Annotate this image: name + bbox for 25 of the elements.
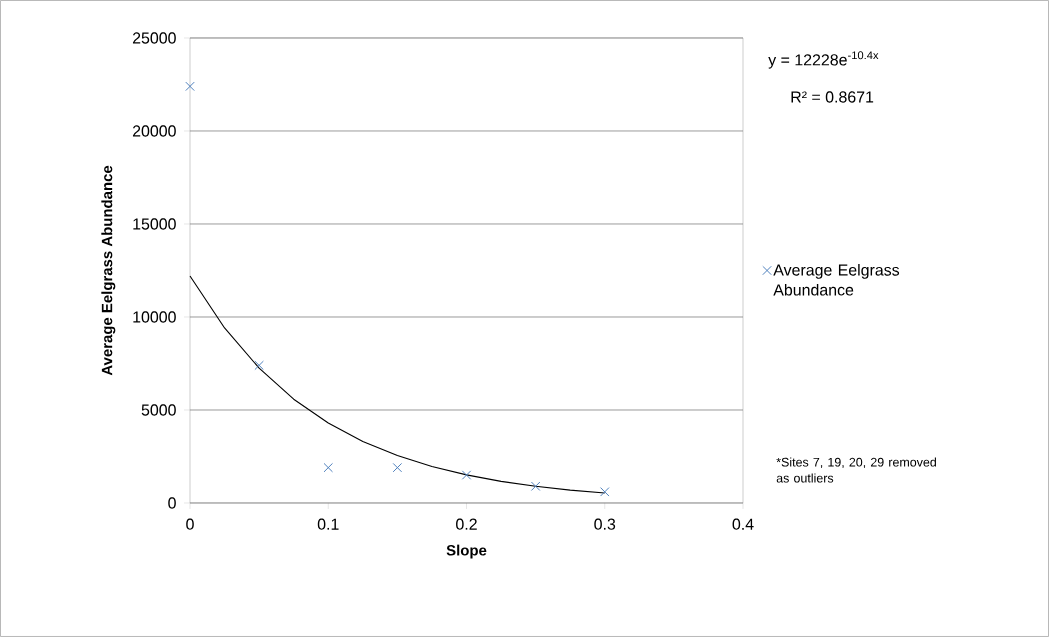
point (600, 487, 610, 497)
y-tick-label: 25000 (132, 32, 176, 44)
y-tick-label: 5000 (141, 404, 176, 416)
x-axis-title: Slope (446, 544, 487, 559)
y-tick-label: 20000 (132, 125, 176, 137)
y-axis-title: Average Eelgrass Abundance (101, 165, 116, 376)
x-tick-label: 0.2 (456, 518, 477, 530)
point (461, 470, 472, 480)
legend-label: Average Eelgrass Abundance (773, 263, 900, 296)
y-tick-label: 10000 (133, 311, 176, 323)
x-tick-label: 0.3 (594, 518, 616, 530)
point (185, 81, 195, 92)
text: R² = 0.8671 (791, 91, 874, 103)
x-tick-label: 0.1 (317, 518, 339, 530)
y-tick-label: 0 (168, 497, 176, 509)
line-series (189, 275, 606, 494)
text: *Sites 7, 19, 20, 29 removed as outliers (776, 457, 936, 483)
y-tick-label: 15000 (133, 218, 176, 230)
text: y = 12228e$^{-10.4x}$ (768, 51, 879, 69)
point (392, 462, 403, 473)
x-tick-label: 0.4 (732, 518, 754, 530)
x-tick-label: 0 (186, 518, 194, 530)
point (530, 481, 541, 491)
point (323, 462, 333, 473)
point (254, 360, 264, 371)
